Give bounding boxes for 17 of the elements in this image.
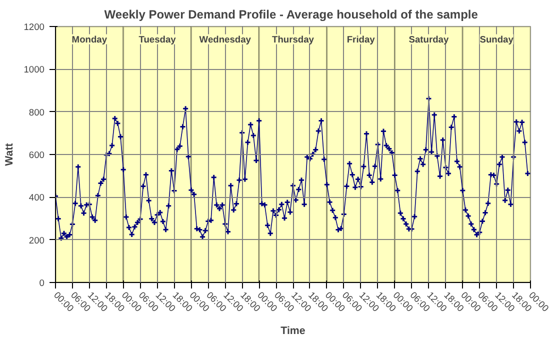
band-label: Friday (346, 34, 376, 44)
y-tick-label: 800 (28, 107, 45, 118)
band-label: Thursday (272, 34, 315, 44)
y-tick-label: 1000 (24, 64, 45, 75)
y-tick-label: 1200 (24, 22, 45, 32)
band-label: Monday (72, 34, 108, 44)
band-label: Wednesday (199, 34, 252, 44)
band-label: Sunday (480, 34, 514, 44)
chart-title: Weekly Power Demand Profile - Average household of the sample (104, 8, 478, 22)
band-label: Tuesday (138, 34, 177, 44)
y-axis-title: Watt (4, 142, 16, 166)
y-tick-label: 0 (39, 278, 45, 288)
band-label: Saturday (408, 34, 450, 44)
y-tick-label: 600 (28, 150, 45, 160)
x-axis-title: Time (280, 325, 306, 338)
y-tick-label: 200 (28, 235, 45, 246)
y-tick-label: 400 (28, 192, 45, 203)
